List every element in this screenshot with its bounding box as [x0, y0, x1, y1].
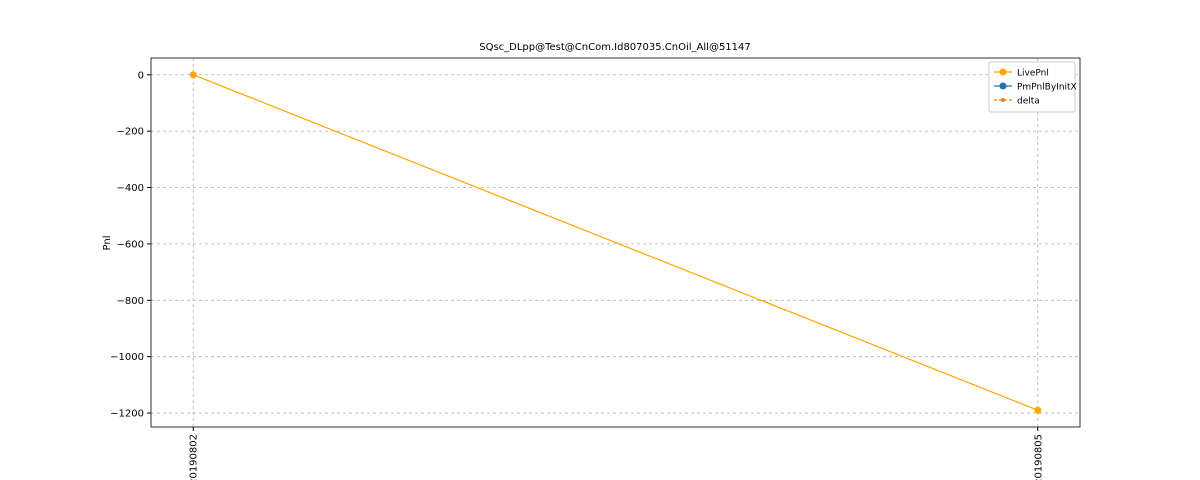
legend-label: PmPnlByInitX: [1017, 83, 1077, 93]
y-tick-label: −600: [117, 239, 144, 250]
legend-marker: [1001, 98, 1005, 102]
y-tick-label: −1000: [110, 352, 144, 363]
legend-label: LivePnl: [1017, 69, 1049, 79]
line: [193, 74, 1038, 411]
marker: [1034, 406, 1042, 414]
y-tick-label: −800: [117, 296, 144, 307]
x-tick-label: 20190802: [189, 434, 200, 480]
y-axis-label: Pnl: [102, 236, 113, 251]
x-tick-label: 20190805: [1033, 434, 1044, 480]
y-tick-label: 0: [138, 70, 144, 81]
y-tick-label: −1200: [110, 409, 144, 420]
plot-frame: [150, 57, 1081, 428]
y-tick-label: −400: [117, 183, 144, 194]
chart-title: SQsc_DLpp@Test@CnCom.Id807035.CnOil_All@…: [479, 42, 751, 53]
legend-marker: [999, 82, 1007, 90]
y-tick-label: −200: [117, 127, 144, 138]
legend-marker: [999, 68, 1007, 76]
marker: [189, 71, 197, 79]
legend-label: delta: [1017, 97, 1040, 107]
